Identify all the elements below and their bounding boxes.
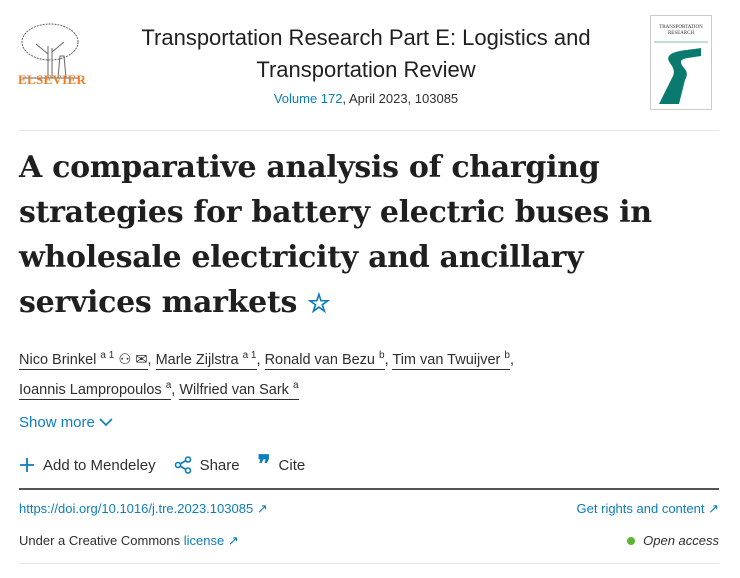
article-toolbar: Add to Mendeley Share ❞ Cite [19, 452, 306, 478]
toolbar-divider [19, 488, 719, 490]
doi-link[interactable]: https://doi.org/10.1016/j.tre.2023.10308… [19, 501, 268, 517]
show-more-label: Show more [19, 414, 95, 431]
show-more-button[interactable]: Show more [19, 414, 113, 431]
plus-icon [20, 458, 34, 472]
author-affiliation: a [165, 379, 172, 391]
author-name: Nico Brinkel [19, 351, 97, 368]
share-button[interactable]: Share [174, 456, 240, 474]
mendeley-label: Add to Mendeley [43, 456, 156, 474]
header-divider [19, 130, 719, 131]
svg-text:TRANSPORTATION: TRANSPORTATION [659, 25, 703, 30]
envelope-icon: ✉ [135, 351, 148, 368]
bottom-divider [19, 563, 719, 564]
add-to-mendeley-button[interactable]: Add to Mendeley [19, 457, 156, 474]
author-link[interactable]: Ioannis Lampropoulos a [19, 379, 172, 400]
author-affiliation: a [292, 379, 299, 391]
author-name: Ronald van Bezu [264, 351, 375, 368]
author-name: Ioannis Lampropoulos [19, 381, 162, 398]
share-label: Share [199, 456, 240, 474]
external-link-icon: ↗ [227, 533, 239, 548]
journal-cover-image: TRANSPORTATION RESEARCH [651, 16, 711, 109]
article-title-text: A comparative analysis of charging strat… [19, 150, 652, 320]
author-link[interactable]: Ronald van Bezu b [264, 350, 385, 370]
author-affiliation: b [379, 350, 385, 361]
author-link[interactable]: Tim van Twuijver b [392, 350, 510, 370]
doi-text: https://doi.org/10.1016/j.tre.2023.10308… [19, 501, 254, 516]
article-title: A comparative analysis of charging strat… [19, 145, 719, 327]
author-affiliation: a 1 [100, 350, 115, 361]
cite-button[interactable]: ❞ Cite [257, 452, 306, 478]
person-icon: ⚇ [118, 351, 132, 368]
author-link[interactable]: Marle Zijlstra a 1 [155, 350, 257, 370]
star-icon[interactable]: ☆ [307, 289, 331, 319]
license-link-text: license [183, 533, 225, 548]
license-prefix: Under a Creative Commons [19, 533, 184, 548]
quote-icon: ❞ [257, 452, 271, 478]
open-access-dot-icon [627, 536, 636, 545]
rights-link[interactable]: Get rights and content ↗ [577, 501, 719, 517]
elsevier-logo-text: ELSEVIER [18, 72, 87, 87]
license-link[interactable]: license ↗ [184, 533, 239, 548]
journal-title[interactable]: Transportation Research Part E: Logistic… [141, 25, 591, 82]
issue-info: , April 2023, 103085 [342, 91, 459, 106]
share-icon [174, 456, 191, 474]
elsevier-tree-logo [21, 23, 79, 79]
author-name: Wilfried van Sark [179, 381, 289, 398]
author-link[interactable]: Nico Brinkel a 1 ⚇ ✉ [19, 350, 148, 370]
cite-label: Cite [278, 456, 306, 474]
author-link[interactable]: Wilfried van Sark a [179, 379, 299, 400]
author-affiliation: b [504, 350, 510, 361]
author-name: Marle Zijlstra [155, 351, 239, 368]
license-info: Under a Creative Commons license ↗ [19, 533, 239, 549]
external-link-icon: ↗ [708, 501, 719, 516]
volume-info: Volume 172, April 2023, 103085 [110, 91, 622, 106]
open-access-label: Open access [643, 533, 719, 548]
volume-link[interactable]: Volume 172 [273, 91, 343, 106]
journal-cover[interactable]: TRANSPORTATION RESEARCH [650, 15, 712, 110]
author-list: Nico Brinkel a 1 ⚇ ✉, Marle Zijlstra a 1… [19, 350, 514, 400]
svg-text:RESEARCH: RESEARCH [668, 31, 695, 36]
external-link-icon: ↗ [256, 501, 268, 516]
open-access-badge: Open access [627, 533, 719, 548]
author-affiliation: a 1 [242, 350, 257, 361]
author-name: Tim van Twuijver [392, 351, 501, 368]
chevron-down-icon [99, 418, 113, 427]
rights-text: Get rights and content [576, 501, 705, 516]
